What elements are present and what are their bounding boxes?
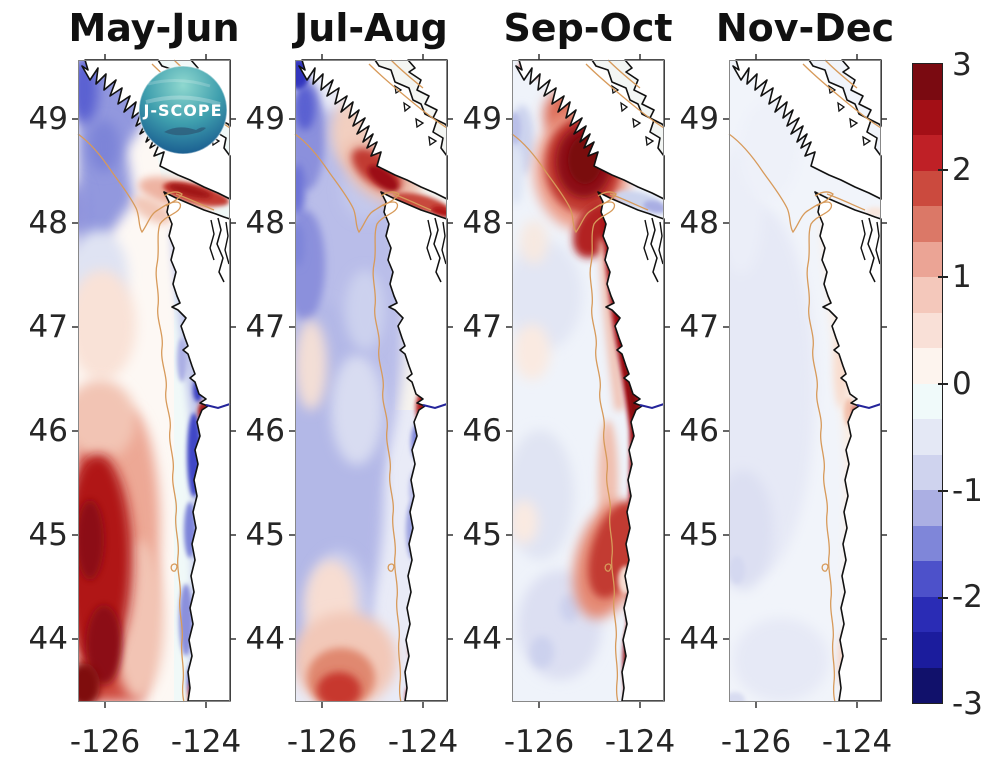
jscope-logo: J-SCOPE [138, 65, 228, 155]
lat-tick-label: 48 [245, 205, 285, 241]
lon-tick-label: -124 [170, 724, 242, 760]
panel-border [78, 60, 230, 702]
lat-tick-label: 49 [245, 101, 285, 137]
axis-ticks [72, 54, 236, 708]
lon-tick-label: -126 [286, 724, 358, 760]
lat-tick-label: 47 [28, 309, 68, 345]
lat-tick-label: 44 [679, 621, 719, 657]
lon-tick-label: -126 [69, 724, 141, 760]
panel-title-sep-oct: Sep-Oct [503, 6, 673, 50]
colorbar-tick-label: -2 [952, 579, 983, 615]
colorbar-tick-label: -3 [952, 686, 983, 722]
panel-title-nov-dec: Nov-Dec [715, 6, 895, 50]
jscope-logo-text: J-SCOPE [142, 101, 222, 120]
map-panel-sep-oct [506, 54, 670, 708]
colorbar-tick-label: 2 [952, 152, 972, 188]
map-panel-may-jun: J-SCOPE [72, 54, 236, 708]
colorbar-tick [938, 383, 948, 385]
lat-tick-label: 49 [679, 101, 719, 137]
lon-tick-label: -126 [720, 724, 792, 760]
lat-tick-label: 46 [28, 413, 68, 449]
map-panel-nov-dec [723, 54, 887, 708]
colorbar-tick-label: 1 [952, 259, 972, 295]
lat-tick-label: 46 [462, 413, 502, 449]
lat-tick-label: 47 [245, 309, 285, 345]
lat-tick-label: 49 [28, 101, 68, 137]
colorbar-tick-label: 0 [952, 366, 972, 402]
lon-tick-label: -126 [503, 724, 575, 760]
panel-title-jul-aug: Jul-Aug [294, 6, 448, 50]
colorbar-tick [938, 276, 948, 278]
lat-tick-label: 48 [462, 205, 502, 241]
axis-ticks [289, 54, 453, 708]
map-panel-jul-aug [289, 54, 453, 708]
panel-title-may-jun: May-Jun [68, 6, 240, 50]
lat-tick-label: 44 [462, 621, 502, 657]
lat-tick-label: 47 [462, 309, 502, 345]
lat-tick-label: 45 [245, 517, 285, 553]
lat-tick-label: 45 [679, 517, 719, 553]
colorbar-tick [938, 169, 948, 171]
lat-tick-label: 44 [245, 621, 285, 657]
axis-ticks [506, 54, 670, 708]
panel-border [512, 60, 664, 702]
panel-border [729, 60, 881, 702]
colorbar-tick-label: 3 [952, 47, 972, 83]
lat-tick-label: 45 [462, 517, 502, 553]
lat-tick-label: 45 [28, 517, 68, 553]
colorbar-tick [938, 490, 948, 492]
lon-tick-label: -124 [821, 724, 893, 760]
colorbar [912, 63, 943, 704]
lon-tick-label: -124 [604, 724, 676, 760]
lon-tick-label: -124 [387, 724, 459, 760]
lat-tick-label: 44 [28, 621, 68, 657]
lat-tick-label: 47 [679, 309, 719, 345]
lat-tick-label: 46 [679, 413, 719, 449]
lat-tick-label: 48 [28, 205, 68, 241]
axis-ticks [723, 54, 887, 708]
lat-tick-label: 46 [245, 413, 285, 449]
lat-tick-label: 49 [462, 101, 502, 137]
colorbar-tick [938, 597, 948, 599]
colorbar-tick-label: -1 [952, 473, 983, 509]
lat-tick-label: 48 [679, 205, 719, 241]
panel-border [295, 60, 447, 702]
